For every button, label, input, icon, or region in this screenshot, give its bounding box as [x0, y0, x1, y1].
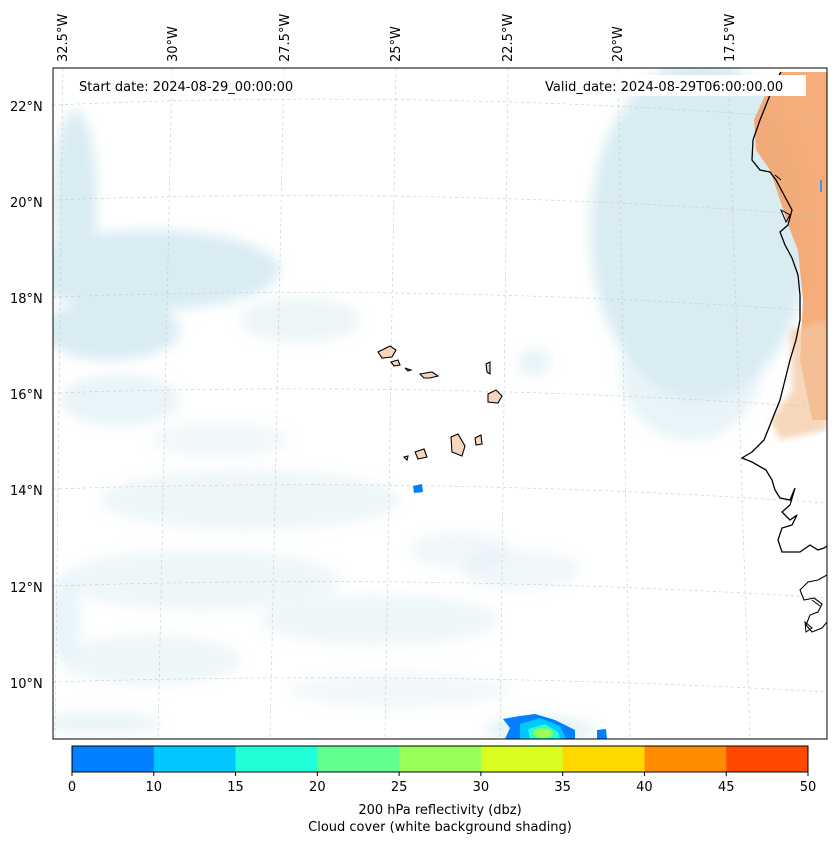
- colorbar-segment: [72, 746, 155, 772]
- lon-label: 27.5°W: [278, 14, 293, 62]
- colorbar-tick-label: 15: [227, 780, 244, 795]
- lon-label: 17.5°W: [723, 14, 738, 62]
- lon-label: 32.5°W: [56, 14, 71, 62]
- longitude-labels: 32.5°W 30°W 27.5°W 25°W 22.5°W 20°W 17.5…: [56, 14, 738, 62]
- colorbar-segment: [153, 746, 237, 772]
- lat-label: 14°N: [10, 484, 43, 499]
- lat-label: 20°N: [10, 196, 43, 211]
- colorbar-segment: [562, 746, 645, 772]
- start-date-box: [73, 75, 314, 96]
- map-border: [52, 67, 828, 740]
- lat-label: 22°N: [10, 100, 43, 115]
- colorbar-tick-label: 0: [68, 780, 76, 795]
- valid-date-box: [539, 75, 806, 96]
- colorbar-label: 200 hPa reflectivity (dbz): [358, 803, 521, 818]
- lon-label: 25°W: [389, 26, 404, 62]
- colorbar-segment: [480, 746, 564, 772]
- colorbar-segment: [644, 746, 727, 772]
- reflectivity-cells: [413, 180, 822, 739]
- cloud-cover-shading: [53, 68, 810, 739]
- lat-label: 16°N: [10, 388, 43, 403]
- lon-label: 30°W: [166, 26, 181, 62]
- valid-date: Valid_date: 2024-08-29T06:00:00.00: [545, 80, 783, 95]
- colorbar-tick-label: 35: [554, 780, 571, 795]
- lat-label: 10°N: [10, 677, 43, 692]
- colorbar-tick-label: 20: [309, 780, 326, 795]
- colorbar-tick-label: 45: [718, 780, 735, 795]
- colorbar-frame: [71, 745, 809, 773]
- lat-label: 18°N: [10, 292, 43, 307]
- colorbar-sublabel: Cloud cover (white background shading): [308, 820, 572, 835]
- coastal-islets: [774, 174, 821, 633]
- colorbar-tick-label: 40: [636, 780, 653, 795]
- colorbar-segment: [317, 746, 400, 772]
- land-shading-fade: [770, 320, 827, 440]
- colorbar-tick-label: 50: [800, 780, 817, 795]
- colorbar-tick-label: 25: [391, 780, 408, 795]
- colorbar-tick-label: 10: [146, 780, 163, 795]
- colorbar-segment: [726, 746, 809, 772]
- lat-label: 12°N: [10, 581, 43, 596]
- guinea-bissau-coast: [799, 574, 827, 633]
- cape-verde-islands: [377, 345, 503, 462]
- colorbar-segment: [235, 746, 318, 772]
- lon-label: 22.5°W: [501, 14, 516, 62]
- start-date: Start date: 2024-08-29_00:00:00: [79, 80, 293, 95]
- latitude-labels: 22°N 20°N 18°N 16°N 14°N 12°N 10°N: [10, 100, 43, 692]
- gridlines: [53, 68, 827, 739]
- lon-label: 20°W: [611, 26, 626, 62]
- colorbar-tick-label: 30: [473, 780, 490, 795]
- africa-coastline: [740, 71, 827, 553]
- colorbar-segment: [399, 746, 482, 772]
- colorbar: 0 10 15 20 25 30 35 40 45 50: [68, 745, 817, 795]
